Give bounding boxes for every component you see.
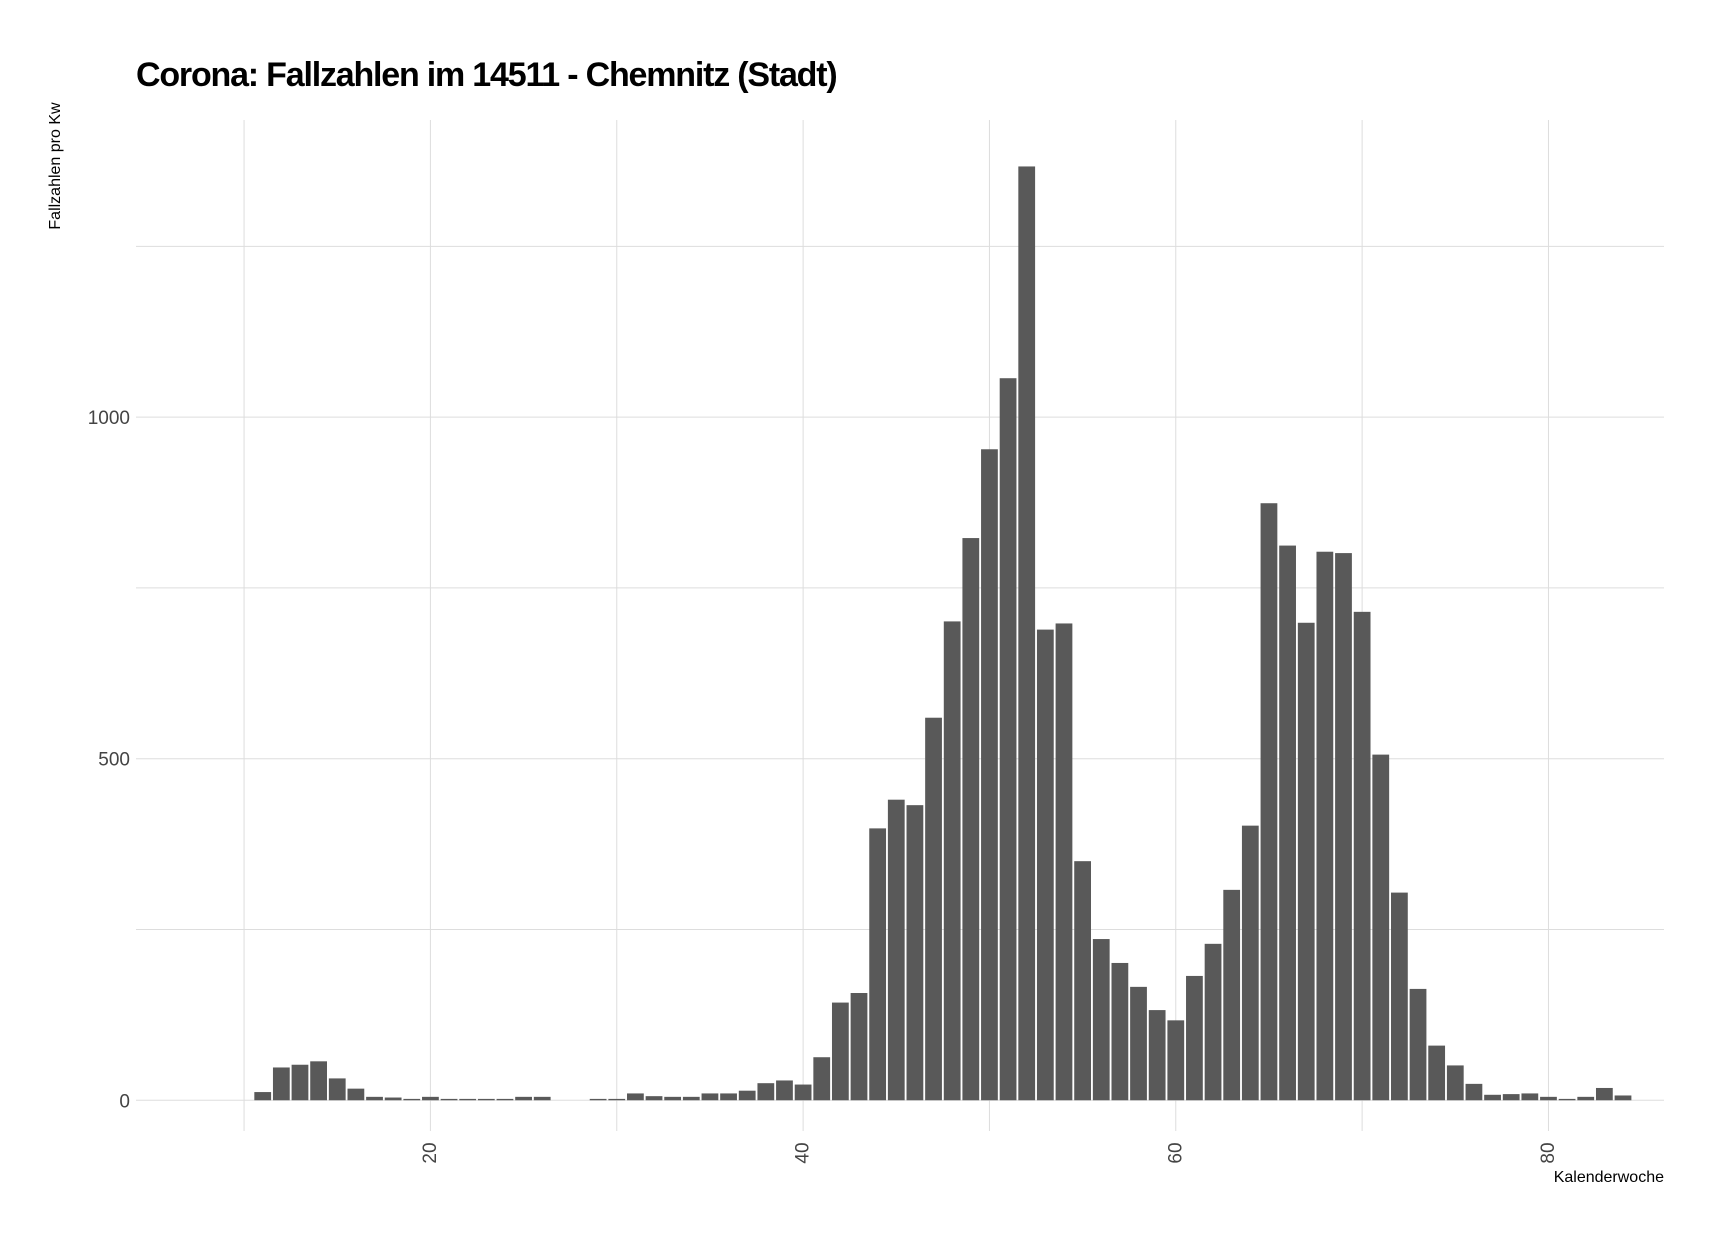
bar-kw-43 [850, 993, 868, 1101]
bar-kw-72 [1391, 892, 1408, 1101]
bar-kw-32 [645, 1096, 663, 1101]
y-tick-label: 1000 [88, 408, 130, 429]
bar-kw-31 [627, 1093, 644, 1101]
bar-kw-57 [1111, 962, 1129, 1101]
bar-kw-75 [1446, 1065, 1464, 1101]
bar-kw-53 [1036, 629, 1054, 1101]
bar-kw-20 [422, 1096, 439, 1101]
bar-kw-50 [981, 449, 998, 1101]
bar-kw-69 [1335, 553, 1352, 1101]
x-tick-label: 20 [420, 1142, 441, 1163]
bar-kw-39 [776, 1080, 793, 1101]
x-axis-label: Kalenderwoche [1553, 1169, 1664, 1186]
bar-kw-21 [440, 1098, 458, 1101]
bar-kw-78 [1502, 1094, 1520, 1101]
bar-kw-15 [328, 1078, 346, 1101]
bar-kw-19 [403, 1098, 421, 1101]
bar-kw-52 [1018, 166, 1036, 1101]
bar-kw-35 [701, 1093, 719, 1101]
bar-kw-44 [869, 828, 887, 1101]
bar-kw-40 [794, 1084, 812, 1101]
y-tick-label: 500 [98, 750, 130, 771]
bar-kw-70 [1353, 611, 1371, 1101]
bar-kw-24 [496, 1098, 514, 1101]
bar-kw-13 [291, 1064, 309, 1101]
bar-layer [254, 166, 1632, 1101]
grid-layer [136, 120, 1664, 1131]
bar-kw-63 [1223, 889, 1241, 1101]
bar-kw-64 [1241, 825, 1259, 1101]
bar-kw-16 [347, 1088, 365, 1101]
bar-kw-58 [1130, 986, 1147, 1101]
x-tick-label: 40 [793, 1142, 814, 1163]
bar-kw-23 [477, 1098, 495, 1101]
bar-kw-48 [943, 621, 961, 1101]
bar-kw-55 [1074, 861, 1091, 1101]
bar-kw-37 [738, 1090, 756, 1101]
bar-kw-49 [962, 538, 980, 1101]
bar-kw-59 [1148, 1010, 1166, 1101]
x-tick-label: 80 [1538, 1142, 1559, 1163]
tick-label-layer: 0 500 1000 20 40 60 80 [88, 408, 1559, 1163]
bar-kw-74 [1428, 1045, 1446, 1101]
bar-kw-12 [272, 1067, 290, 1101]
bar-kw-84 [1614, 1095, 1632, 1101]
bar-kw-34 [682, 1096, 700, 1101]
bar-kw-22 [459, 1098, 477, 1101]
bar-kw-18 [384, 1097, 402, 1101]
bar-kw-76 [1465, 1083, 1483, 1101]
bar-kw-26 [533, 1096, 551, 1101]
bar-kw-65 [1260, 503, 1278, 1101]
bar-kw-41 [813, 1057, 831, 1101]
bar-kw-66 [1279, 545, 1296, 1101]
bar-kw-77 [1484, 1094, 1501, 1101]
bar-kw-33 [664, 1096, 682, 1101]
bar-kw-29 [589, 1098, 607, 1101]
bar-kw-68 [1316, 551, 1334, 1101]
bar-kw-83 [1595, 1087, 1613, 1101]
bar-kw-79 [1521, 1093, 1539, 1101]
bar-kw-11 [254, 1092, 272, 1101]
x-tick-label: 60 [1165, 1142, 1186, 1163]
bar-kw-51 [999, 378, 1017, 1101]
bar-kw-81 [1558, 1098, 1576, 1101]
bar-kw-25 [515, 1096, 532, 1101]
y-tick-label: 0 [119, 1091, 130, 1112]
bar-kw-54 [1055, 623, 1073, 1101]
bar-kw-56 [1092, 939, 1110, 1101]
bar-kw-46 [906, 805, 924, 1101]
bar-kw-38 [757, 1083, 775, 1101]
bar-kw-36 [720, 1093, 737, 1101]
bar-kw-80 [1540, 1096, 1557, 1101]
bar-kw-61 [1186, 975, 1203, 1101]
bar-kw-71 [1372, 754, 1390, 1101]
bar-kw-82 [1577, 1096, 1595, 1101]
bar-kw-62 [1204, 943, 1222, 1101]
bar-kw-17 [366, 1096, 383, 1101]
bar-kw-47 [925, 717, 942, 1101]
bar-kw-60 [1167, 1020, 1185, 1101]
chart-title: Corona: Fallzahlen im 14511 - Chemnitz (… [136, 56, 838, 94]
bar-kw-14 [310, 1061, 327, 1101]
bar-kw-45 [887, 799, 905, 1101]
bar-kw-67 [1297, 622, 1315, 1101]
bar-kw-42 [831, 1002, 849, 1101]
bar-kw-73 [1409, 988, 1427, 1101]
bar-kw-30 [608, 1098, 626, 1101]
